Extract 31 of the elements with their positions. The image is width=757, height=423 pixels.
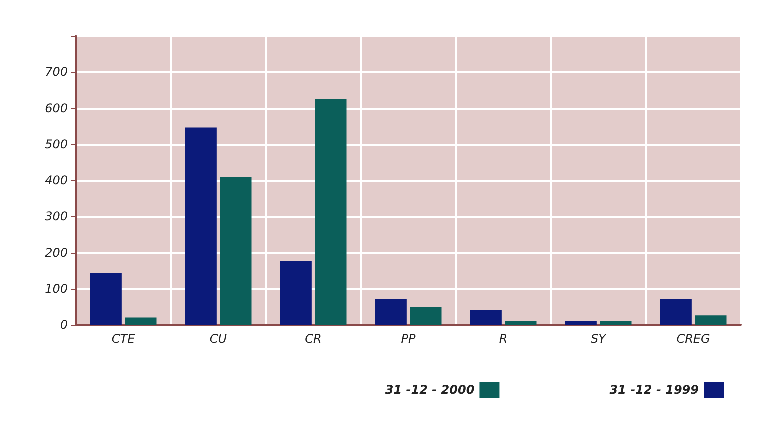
x-tick-label: SY [591,332,608,346]
x-tick-label: CR [305,332,322,346]
bar [220,177,252,325]
x-tick-label: CREG [676,332,710,346]
bar [375,298,407,325]
y-tick-label: 0 [60,318,68,332]
x-tick-label: CTE [112,332,136,346]
y-tick-label: 500 [45,137,68,152]
x-tick-label: R [499,332,508,346]
bar [660,298,692,325]
x-tick-label: CU [210,332,228,346]
bar [90,273,122,325]
bar [125,318,157,325]
y-tick-label: 200 [45,246,68,260]
bar [695,316,727,325]
bar [280,261,312,325]
bar [470,310,502,325]
y-tick-label: 400 [45,174,68,188]
bar [185,128,217,325]
x-tick-label: PP [401,332,416,346]
bar [315,99,347,325]
y-tick-label: 700 [45,65,68,80]
y-tick-label: 100 [45,282,68,296]
y-tick-label: 300 [45,210,68,224]
bar [410,306,442,325]
legend-label: 31 -12 - 1999 [610,383,699,397]
bar [600,321,632,325]
legend-label: 31 -12 - 2000 [385,383,475,397]
bar [565,321,597,325]
bar [505,321,537,325]
y-tick-label: 600 [45,101,68,116]
